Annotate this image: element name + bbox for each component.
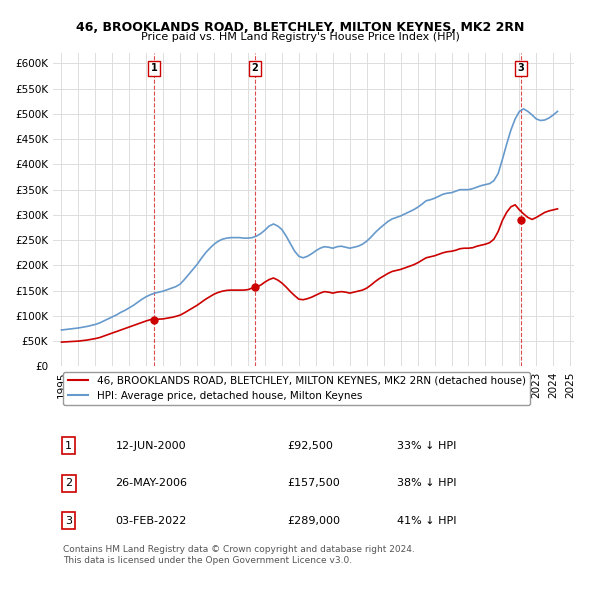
Text: 1: 1 [65,441,72,451]
Legend: 46, BROOKLANDS ROAD, BLETCHLEY, MILTON KEYNES, MK2 2RN (detached house), HPI: Av: 46, BROOKLANDS ROAD, BLETCHLEY, MILTON K… [64,372,530,405]
Text: 3: 3 [518,64,524,74]
Text: 12-JUN-2000: 12-JUN-2000 [115,441,186,451]
Text: 03-FEB-2022: 03-FEB-2022 [115,516,187,526]
Text: 3: 3 [65,516,72,526]
Text: 2: 2 [251,64,258,74]
Text: £92,500: £92,500 [287,441,333,451]
Text: 38% ↓ HPI: 38% ↓ HPI [397,478,456,488]
Text: Price paid vs. HM Land Registry's House Price Index (HPI): Price paid vs. HM Land Registry's House … [140,32,460,42]
Text: 46, BROOKLANDS ROAD, BLETCHLEY, MILTON KEYNES, MK2 2RN: 46, BROOKLANDS ROAD, BLETCHLEY, MILTON K… [76,21,524,34]
Text: Contains HM Land Registry data © Crown copyright and database right 2024.
This d: Contains HM Land Registry data © Crown c… [64,545,415,565]
Text: 2: 2 [65,478,72,488]
Text: 1: 1 [151,64,157,74]
Text: 41% ↓ HPI: 41% ↓ HPI [397,516,456,526]
Text: £157,500: £157,500 [287,478,340,488]
Text: £289,000: £289,000 [287,516,340,526]
Text: 26-MAY-2006: 26-MAY-2006 [115,478,187,488]
Text: 33% ↓ HPI: 33% ↓ HPI [397,441,456,451]
